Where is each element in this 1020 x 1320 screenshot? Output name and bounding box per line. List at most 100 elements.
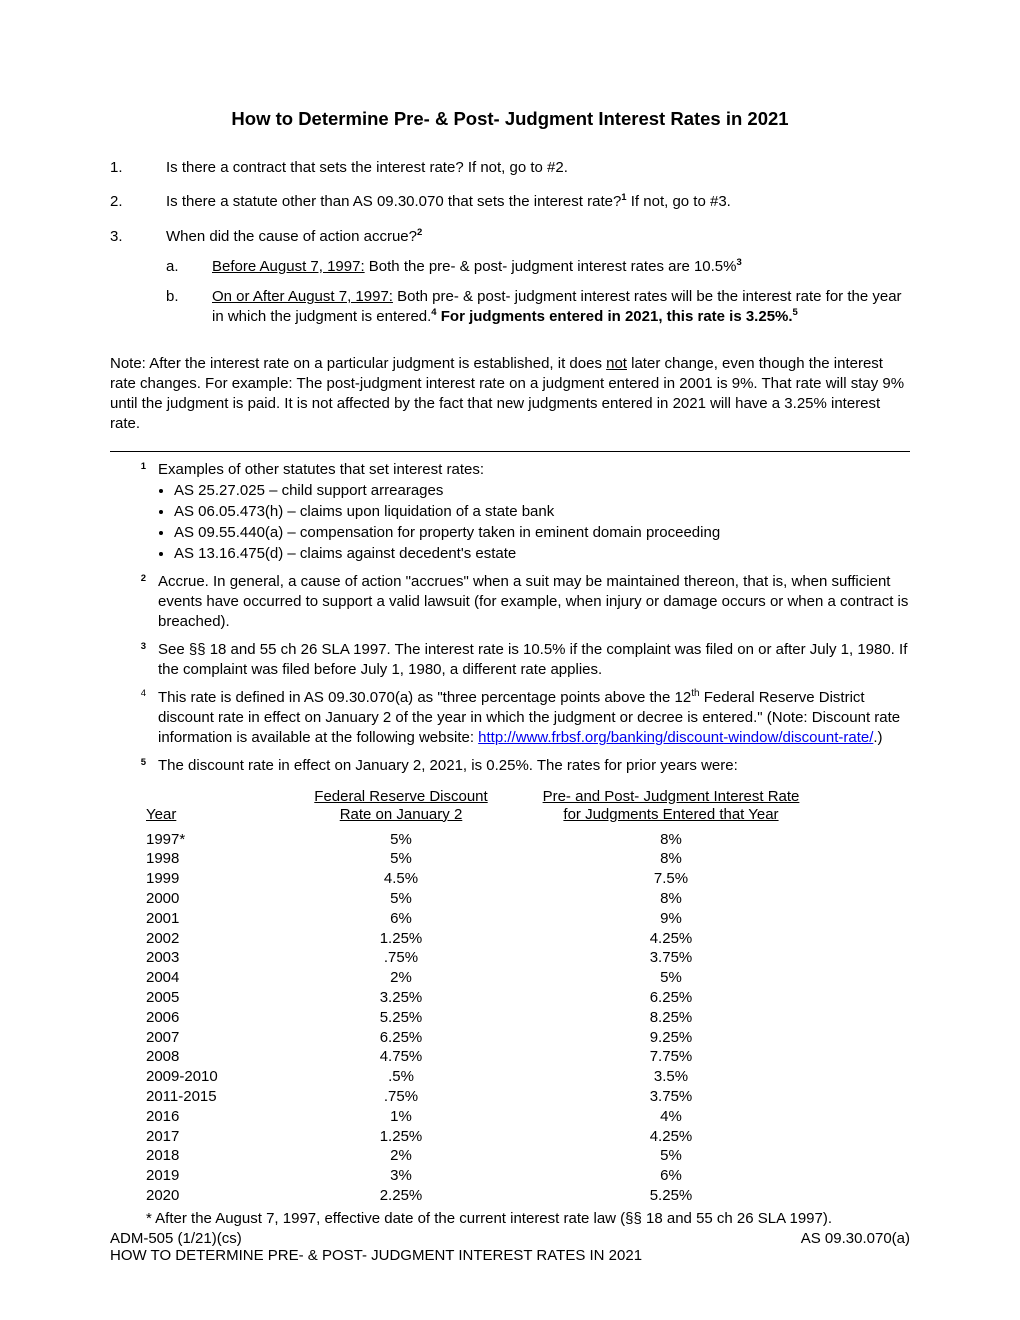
rate-row-year: 2020 (146, 1186, 286, 1206)
rate-row-discount: 4.75% (286, 1047, 516, 1067)
rate-row-judgment: 5% (516, 1146, 826, 1166)
rate-table-note: * After the August 7, 1997, effective da… (146, 1210, 910, 1227)
rate-row-year: 1997* (146, 830, 286, 850)
rate-row-year: 2009-2010 (146, 1067, 286, 1087)
footnote-5-body: The discount rate in effect on January 2… (158, 756, 910, 776)
footer-form-number: ADM-505 (1/21)(cs) (110, 1230, 242, 1247)
rate-row-discount: 2% (286, 1146, 516, 1166)
rate-row-year: 2003 (146, 948, 286, 968)
rate-row-year: 2000 (146, 889, 286, 909)
footnote-4-th: th (691, 688, 699, 699)
footnote-4-before: This rate is defined in AS 09.30.070(a) … (158, 689, 691, 706)
sub-a-label: Before August 7, 1997: (212, 258, 365, 275)
rate-table: Year 1997*199819992000200120022003200420… (146, 784, 910, 1206)
rate-row-judgment: 4.25% (516, 1127, 826, 1147)
footnote-1-bullet: AS 13.16.475(d) – claims against deceden… (174, 544, 910, 564)
rate-row-year: 2011-2015 (146, 1087, 286, 1107)
footnote-4-link[interactable]: http://www.frbsf.org/banking/discount-wi… (478, 729, 873, 746)
sub-b: b. On or After August 7, 1997: Both pre-… (166, 287, 910, 328)
question-list: 1. Is there a contract that sets the int… (110, 158, 910, 332)
question-1-text: Is there a contract that sets the intere… (166, 158, 910, 178)
footnote-1-bullet: AS 09.55.440(a) – compensation for prope… (174, 523, 910, 543)
rate-row-judgment: 9.25% (516, 1028, 826, 1048)
rate-table-discount-header: Federal Reserve Discount Rate on January… (286, 784, 516, 824)
rate-row-judgment: 8% (516, 849, 826, 869)
rate-row-discount: 3.25% (286, 988, 516, 1008)
question-1: 1. Is there a contract that sets the int… (110, 158, 910, 178)
rate-row-judgment: 8.25% (516, 1008, 826, 1028)
rate-row-year: 2004 (146, 968, 286, 988)
rate-row-discount: .5% (286, 1067, 516, 1087)
footnote-1-intro: Examples of other statutes that set inte… (158, 461, 484, 478)
question-2-body: Is there a statute other than AS 09.30.0… (166, 192, 910, 212)
rate-row-discount: 5% (286, 889, 516, 909)
rate-row-discount: 2% (286, 968, 516, 988)
sub-b-body: On or After August 7, 1997: Both pre- & … (212, 287, 910, 328)
rate-row-judgment: 3.75% (516, 948, 826, 968)
rate-row-judgment: 5.25% (516, 1186, 826, 1206)
footnote-ref-2: 2 (417, 227, 422, 238)
rate-row-discount: 4.5% (286, 869, 516, 889)
footnote-3-marker: 3 (110, 640, 158, 680)
footnote-1-marker: 1 (110, 460, 158, 565)
footnote-2-body: Accrue. In general, a cause of action "a… (158, 572, 910, 631)
footnote-4-body: This rate is defined in AS 09.30.070(a) … (158, 687, 910, 747)
sub-a-body: Before August 7, 1997: Both the pre- & p… (212, 257, 910, 277)
footnote-3-body: See §§ 18 and 55 ch 26 SLA 1997. The int… (158, 640, 910, 680)
rate-row-judgment: 8% (516, 830, 826, 850)
rate-row-year: 2016 (146, 1107, 286, 1127)
rate-table-year-col: Year 1997*199819992000200120022003200420… (146, 784, 286, 1206)
rate-row-year: 2001 (146, 909, 286, 929)
rate-row-judgment: 9% (516, 909, 826, 929)
rate-row-discount: 6.25% (286, 1028, 516, 1048)
divider (110, 451, 910, 452)
rate-row-judgment: 4.25% (516, 929, 826, 949)
rate-table-year-header: Year (146, 784, 286, 824)
question-3-text: When did the cause of action accrue? (166, 228, 417, 245)
question-2-number: 2. (110, 192, 166, 212)
rate-row-discount: 5% (286, 830, 516, 850)
footnote-ref-5: 5 (793, 307, 798, 318)
footer-left: ADM-505 (1/21)(cs) HOW TO DETERMINE PRE-… (110, 1230, 642, 1264)
rate-row-discount: .75% (286, 1087, 516, 1107)
question-3: 3. When did the cause of action accrue?2… (110, 227, 910, 332)
page-footer: ADM-505 (1/21)(cs) HOW TO DETERMINE PRE-… (110, 1230, 910, 1264)
footnote-2: 2 Accrue. In general, a cause of action … (110, 572, 910, 631)
rate-row-discount: 1.25% (286, 929, 516, 949)
rate-row-discount: 1% (286, 1107, 516, 1127)
rate-row-year: 1999 (146, 869, 286, 889)
rate-row-judgment: 8% (516, 889, 826, 909)
footnote-1-body: Examples of other statutes that set inte… (158, 460, 910, 565)
note-paragraph: Note: After the interest rate on a parti… (110, 354, 910, 435)
rate-row-year: 2018 (146, 1146, 286, 1166)
footnote-1-bullet: AS 25.27.025 – child support arrearages (174, 481, 910, 501)
footnote-1-bullet: AS 06.05.473(h) – claims upon liquidatio… (174, 502, 910, 522)
footnote-5-marker: 5 (110, 756, 158, 776)
document-page: How to Determine Pre- & Post- Judgment I… (0, 0, 1020, 1320)
rate-table-judgment-header: Pre- and Post- Judgment Interest Rate fo… (516, 784, 826, 824)
footnote-1-bullets: AS 25.27.025 – child support arrearages … (158, 481, 910, 563)
rate-row-year: 2019 (146, 1166, 286, 1186)
rate-table-judgment-col: Pre- and Post- Judgment Interest Rate fo… (516, 784, 826, 1206)
question-2-text-before: Is there a statute other than AS 09.30.0… (166, 193, 621, 210)
rate-row-judgment: 7.75% (516, 1047, 826, 1067)
rate-row-year: 2017 (146, 1127, 286, 1147)
rate-row-discount: 5.25% (286, 1008, 516, 1028)
rate-row-judgment: 6.25% (516, 988, 826, 1008)
question-2: 2. Is there a statute other than AS 09.3… (110, 192, 910, 212)
sub-b-bold: For judgments entered in 2021, this rate… (437, 308, 793, 325)
sub-a: a. Before August 7, 1997: Both the pre- … (166, 257, 910, 277)
rate-row-year: 2008 (146, 1047, 286, 1067)
sub-b-letter: b. (166, 287, 212, 328)
footnote-4: 4 This rate is defined in AS 09.30.070(a… (110, 687, 910, 747)
sub-b-label: On or After August 7, 1997: (212, 288, 393, 305)
footer-right: AS 09.30.070(a) (801, 1230, 910, 1264)
rate-row-year: 2005 (146, 988, 286, 1008)
footnote-4-marker: 4 (110, 687, 158, 747)
question-2-text-after: If not, go to #3. (627, 193, 731, 210)
sub-a-text: Both the pre- & post- judgment interest … (365, 258, 737, 275)
question-3-number: 3. (110, 227, 166, 332)
rate-row-year: 1998 (146, 849, 286, 869)
page-title: How to Determine Pre- & Post- Judgment I… (110, 108, 910, 130)
question-3-body: When did the cause of action accrue?2 a.… (166, 227, 910, 332)
